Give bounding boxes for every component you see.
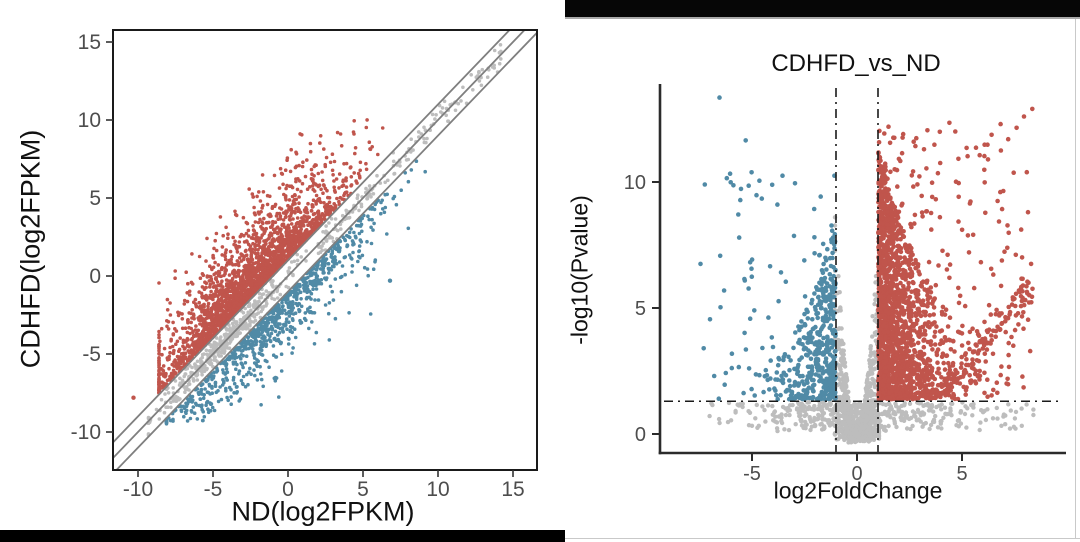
volcano-title: CDHFD_vs_ND <box>771 50 941 77</box>
left-axis-ticks: -10 -5 0 5 10 15 -10 -5 0 5 10 15 <box>71 31 525 501</box>
y-tick-label: -10 <box>71 421 101 444</box>
volcano-plot-panel: 0 5 10 -5 0 5 <box>624 84 1066 485</box>
y-tick-label: 10 <box>78 109 101 132</box>
y-tick-label: 0 <box>89 265 101 288</box>
volcano-points <box>698 95 1036 445</box>
y-tick-label: 10 <box>624 172 646 194</box>
y-tick-label: 0 <box>635 424 646 446</box>
scatter-plot-panel: -10 -5 0 5 10 15 -10 -5 0 5 10 15 <box>71 29 538 501</box>
y-tick-label: -5 <box>82 343 101 366</box>
x-tick-label: 5 <box>956 463 967 485</box>
bottom-window-border <box>565 538 1080 539</box>
nonsignificant-points <box>707 215 1036 445</box>
volcano-axes <box>658 84 1066 455</box>
right-window-border <box>1075 19 1076 538</box>
down-regulated-points <box>164 159 428 426</box>
x-tick-label: 15 <box>501 478 524 501</box>
x-tick-label: -5 <box>204 478 223 501</box>
nonsignificant-points <box>146 43 503 437</box>
x-tick-label: -10 <box>123 478 153 501</box>
up-regulated-points <box>131 118 385 400</box>
scatter-points <box>131 43 503 437</box>
top-window-title-bar <box>565 0 1080 19</box>
y-tick-label: 5 <box>635 298 646 320</box>
volcano-y-axis-title: -log10(Pvalue) <box>566 195 593 345</box>
down-significant-points <box>698 95 838 402</box>
up-significant-points <box>876 106 1035 402</box>
bottom-window-bar <box>0 530 565 542</box>
panel-border <box>112 29 538 471</box>
y-tick-label: 5 <box>89 187 101 210</box>
x-tick-label: 0 <box>851 463 862 485</box>
left-y-axis-title: CDHFD(log2FPKM) <box>15 129 46 369</box>
diagonal-reference-lines <box>113 30 537 470</box>
left-x-axis-title: ND(log2FPKM) <box>231 496 415 527</box>
x-tick-label: -5 <box>743 463 761 485</box>
volcano-axis-ticks: 0 5 10 -5 0 5 <box>624 172 968 485</box>
volcano-x-axis-title: log2FoldChange <box>773 477 943 504</box>
x-tick-label: 5 <box>357 478 369 501</box>
threshold-lines <box>664 88 1062 453</box>
y-tick-label: 15 <box>78 31 101 54</box>
x-tick-label: 10 <box>426 478 449 501</box>
x-tick-label: 0 <box>282 478 294 501</box>
